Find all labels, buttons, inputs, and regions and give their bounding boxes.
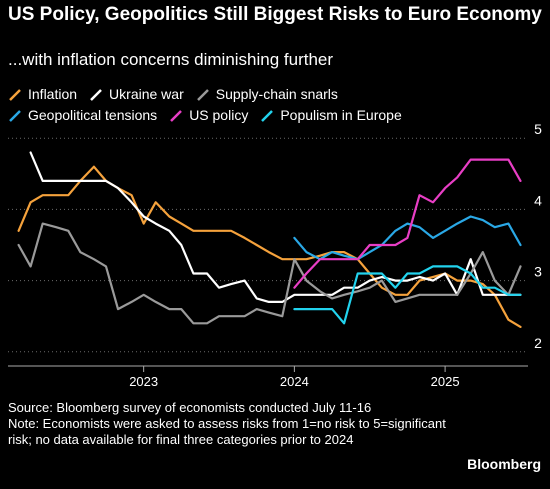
y-tick-label-3: 3: [534, 264, 542, 280]
legend-swatch-inflation: [9, 88, 21, 101]
y-tick-label-2: 2: [534, 335, 542, 351]
legend-item-geopolitical: Geopolitical tensions: [8, 105, 157, 126]
legend-swatch-geopolitical: [9, 109, 21, 122]
legend-label-populism: Populism in Europe: [280, 107, 402, 123]
legend-label-geopolitical: Geopolitical tensions: [28, 107, 158, 123]
legend-item-us-policy: US policy: [169, 105, 248, 126]
legend-swatch-us-policy: [170, 109, 183, 122]
legend-label-us-policy: US policy: [189, 107, 249, 123]
chart-title: US Policy, Geopolitics Still Biggest Ris…: [8, 4, 542, 25]
footer: Source: Bloomberg survey of economists c…: [8, 400, 448, 448]
x-tick-label-2023: 2023: [129, 374, 158, 389]
legend-row-1: Inflation Ukraine war Supply-chain snarl…: [8, 84, 548, 105]
legend-swatch-supply-chain: [196, 88, 209, 101]
y-tick-label-4: 4: [534, 192, 542, 208]
legend-swatch-ukraine-war: [90, 88, 102, 101]
legend-row-2: Geopolitical tensions US policy Populism…: [8, 105, 548, 126]
series-line-inflation: [17, 165, 522, 328]
legend-label-ukraine-war: Ukraine war: [109, 86, 184, 102]
legend: Inflation Ukraine war Supply-chain snarl…: [8, 84, 548, 126]
bloomberg-logo: Bloomberg: [467, 456, 541, 472]
series-line-supply-chain-snarls: [17, 222, 522, 325]
series-line-us-policy: [293, 158, 522, 289]
legend-label-inflation: Inflation: [28, 86, 78, 102]
source-note: Source: Bloomberg survey of economists c…: [8, 400, 372, 415]
line-chart: 2 3 4 5 2023 2024 2025: [8, 121, 542, 389]
series-line-geopolitical-tensions: [293, 215, 522, 261]
legend-label-supply-chain: Supply-chain snarls: [215, 86, 338, 102]
methodology-note: Note: Economists were asked to assess ri…: [8, 416, 446, 447]
y-tick-label-5: 5: [534, 121, 542, 137]
legend-item-ukraine-war: Ukraine war: [89, 84, 184, 105]
legend-item-supply-chain: Supply-chain snarls: [196, 84, 338, 105]
series-line-ukraine-war: [29, 151, 522, 303]
series-line-populism-in-europe: [293, 265, 522, 325]
x-tick-label-2024: 2024: [280, 374, 309, 389]
x-tick-label-2025: 2025: [431, 374, 460, 389]
legend-item-inflation: Inflation: [8, 84, 77, 105]
legend-item-populism: Populism in Europe: [260, 105, 402, 126]
chart-subtitle: ...with inflation concerns diminishing f…: [8, 50, 334, 69]
legend-swatch-populism: [261, 109, 274, 122]
